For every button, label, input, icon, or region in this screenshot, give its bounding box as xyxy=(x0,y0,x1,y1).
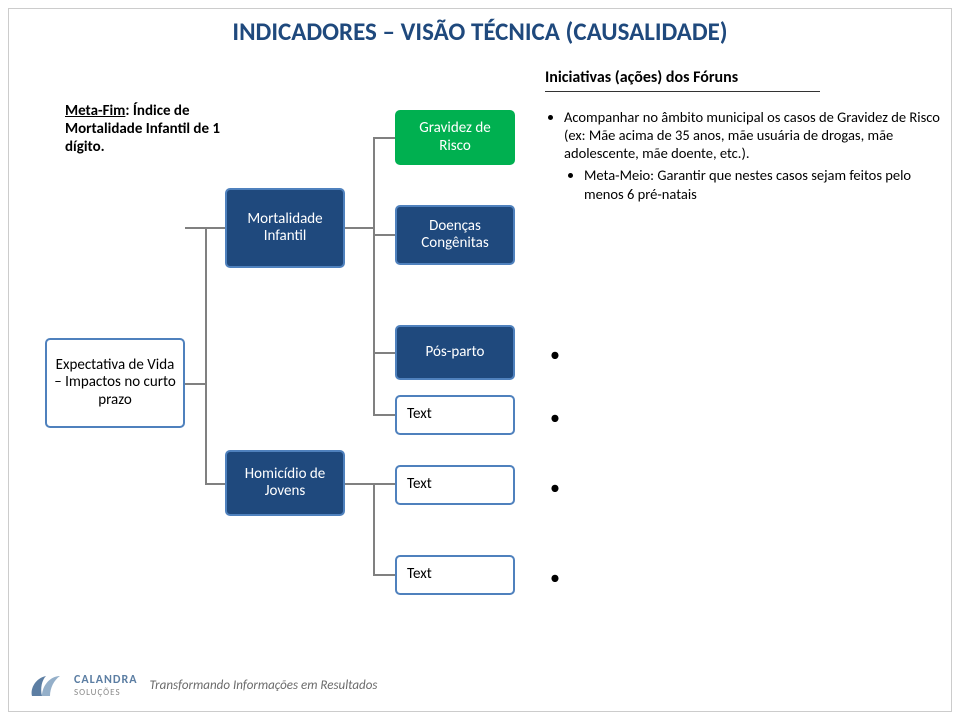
footer-brand-sub: SOLUÇÕES xyxy=(74,687,137,698)
connector-line xyxy=(373,483,395,485)
connector-line xyxy=(373,137,395,139)
box-posparto: Pós-parto xyxy=(395,325,515,380)
calandra-logo-icon xyxy=(28,670,62,700)
footer: CALANDRA SOLUÇÕES Transformando Informaç… xyxy=(28,670,377,700)
connector-line xyxy=(373,352,395,354)
bullet-dot: • xyxy=(550,345,560,365)
box-homicidio: Homicídio de Jovens xyxy=(225,450,345,516)
box-doencas: Doenças Congênitas xyxy=(395,205,515,265)
box-text2: Text xyxy=(395,465,515,505)
initiatives-header: Iniciativas (ações) dos Fóruns xyxy=(545,68,820,92)
footer-brand: CALANDRA xyxy=(74,673,137,687)
page-title: INDICADORES – VISÃO TÉCNICA (CAUSALIDADE… xyxy=(0,16,960,47)
meta-fim-label: Meta-Fim xyxy=(65,102,125,120)
box-gravidez: Gravidez de Risco xyxy=(395,110,515,165)
box-expectativa: Expectativa de Vida – Impactos no curto … xyxy=(45,338,185,428)
meta-fim-text: Meta-Fim: Índice de Mortalidade Infantil… xyxy=(65,102,245,156)
connector-line xyxy=(373,483,375,575)
box-text1: Text xyxy=(395,395,515,435)
box-text3: Text xyxy=(395,555,515,595)
box-mortalidade: Mortalidade Infantil xyxy=(225,188,345,268)
connector-line xyxy=(205,227,207,483)
connector-line xyxy=(373,414,395,416)
connector-line xyxy=(373,137,375,415)
initiative-bullets: Acompanhar no âmbito municipal os casos … xyxy=(542,108,942,209)
bullet-dot: • xyxy=(550,408,560,428)
bullet-item: Meta-Meio: Garantir que nestes casos sej… xyxy=(584,166,942,202)
connector-line xyxy=(373,234,395,236)
footer-brand-block: CALANDRA SOLUÇÕES xyxy=(74,673,137,698)
footer-tagline: Transformando Informações em Resultados xyxy=(149,678,377,693)
bullet-dot: • xyxy=(550,478,560,498)
connector-line xyxy=(205,483,225,485)
connector-line xyxy=(185,383,207,385)
connector-line xyxy=(373,574,395,576)
bullet-dot: • xyxy=(550,568,560,588)
connector-line xyxy=(345,483,375,485)
connector-line xyxy=(345,227,375,229)
bullet-item: Acompanhar no âmbito municipal os casos … xyxy=(564,108,942,203)
